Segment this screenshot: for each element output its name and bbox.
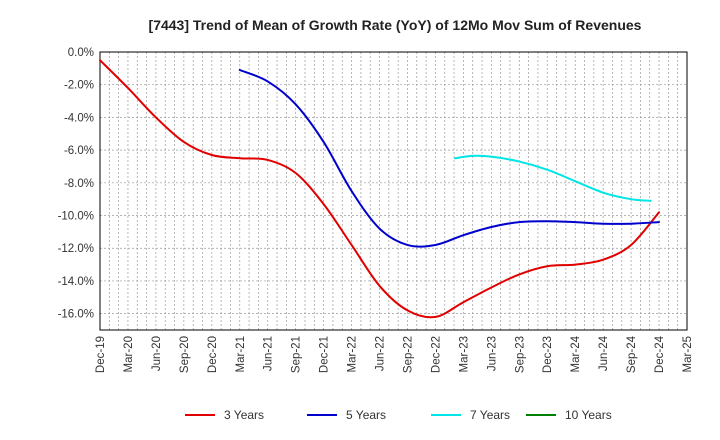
x-tick-label: Dec-22 (430, 336, 442, 373)
series-line-5-years (238, 68, 661, 248)
legend-label: 7 Years (470, 408, 510, 422)
x-tick-label: Sep-20 (179, 336, 191, 373)
y-tick-label: -14.0% (58, 276, 94, 288)
y-tick-label: -10.0% (58, 211, 94, 223)
x-tick-label: Dec-20 (207, 336, 219, 373)
y-axis: 0.0% -2.0% -4.0% -6.0% -8.0% -10.0% -12.0% -14.… (58, 47, 94, 321)
x-tick-label: Mar-21 (235, 336, 247, 372)
y-tick-label: -12.0% (58, 243, 94, 255)
series-line-7-years (454, 154, 652, 202)
legend: 3 Years 5 Years 7 Years 10 Years (185, 408, 612, 422)
y-tick-label: 0.0% (68, 47, 94, 59)
x-tick-label: Mar-25 (682, 336, 694, 372)
x-tick-label: Jun-24 (598, 335, 610, 371)
legend-label: 5 Years (346, 408, 386, 422)
y-tick-label: -16.0% (58, 309, 94, 321)
x-tick-label: Mar-20 (123, 336, 135, 372)
x-tick-label: Dec-23 (542, 336, 554, 373)
x-tick-label: Mar-23 (458, 336, 470, 372)
x-tick-label: Jun-21 (263, 336, 275, 371)
x-tick-label: Mar-22 (347, 336, 359, 372)
x-tick-label: Dec-21 (319, 336, 331, 373)
y-tick-label: -2.0% (64, 80, 94, 92)
x-tick-label: Sep-21 (291, 336, 303, 373)
series-line-3-years (99, 59, 661, 319)
x-tick-label: Sep-22 (402, 336, 414, 373)
x-axis: Dec-19 Mar-20 Jun-20 Sep-20 Dec-20 Mar-21 Jun-… (95, 335, 694, 373)
x-tick-label: Dec-24 (654, 335, 666, 373)
chart-title: [7443] Trend of Mean of Growth Rate (YoY… (149, 17, 642, 33)
legend-label: 10 Years (565, 408, 612, 422)
x-tick-label: Sep-23 (514, 336, 526, 373)
x-tick-label: Jun-22 (375, 336, 387, 371)
plot-frame (99, 51, 688, 331)
x-tick-label: Jun-23 (486, 336, 498, 371)
x-tick-label: Mar-24 (570, 335, 582, 372)
x-tick-label: Jun-20 (151, 336, 163, 371)
series-lines (99, 59, 661, 319)
y-tick-label: -6.0% (64, 145, 94, 157)
y-tick-label: -4.0% (64, 112, 94, 124)
legend-label: 3 Years (224, 408, 264, 422)
y-tick-label: -8.0% (64, 178, 94, 190)
x-tick-label: Dec-19 (95, 336, 107, 373)
x-tick-label: Sep-24 (626, 335, 638, 373)
